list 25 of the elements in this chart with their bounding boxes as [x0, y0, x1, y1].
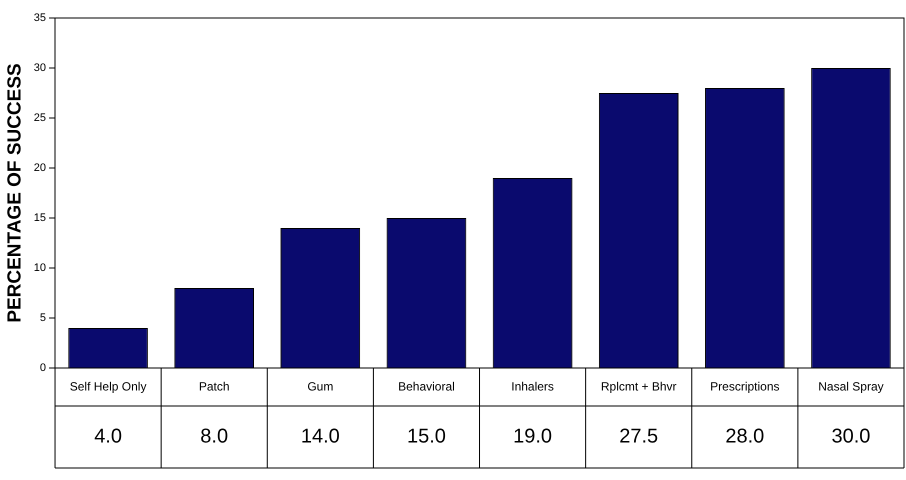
y-tick-label: 30 — [34, 62, 46, 74]
data-label: 8.0 — [200, 426, 228, 448]
y-tick-label: 15 — [34, 212, 46, 224]
x-tick-label: Prescriptions — [710, 379, 780, 394]
data-label: 15.0 — [406, 426, 446, 448]
data-label: 14.0 — [300, 426, 340, 448]
y-tick-label: 35 — [34, 12, 46, 24]
y-tick-label: 25 — [34, 112, 46, 124]
y-tick-label: 10 — [34, 262, 46, 274]
x-tick-label: Self Help Only — [70, 379, 146, 394]
x-tick-label: Patch — [198, 379, 230, 394]
y-tick-label: 20 — [34, 162, 46, 174]
y-tick-label: 0 — [40, 362, 46, 374]
x-tick-label: Rplcmt + Bhvr — [600, 379, 677, 394]
x-tick-label: Gum — [307, 379, 334, 394]
x-tick-label: Nasal Spray — [818, 379, 884, 394]
data-label: 27.5 — [619, 426, 658, 448]
data-label: 30.0 — [831, 426, 870, 448]
data-label: 4.0 — [94, 426, 122, 448]
x-tick-label: Behavioral — [398, 379, 455, 394]
x-tick-label: Inhalers — [511, 379, 554, 394]
y-axis-title: PERCENTAGE OF SUCCESS — [4, 63, 26, 323]
data-label: 19.0 — [513, 426, 552, 448]
y-tick-label: 5 — [40, 312, 46, 324]
data-label: 28.0 — [725, 426, 764, 448]
